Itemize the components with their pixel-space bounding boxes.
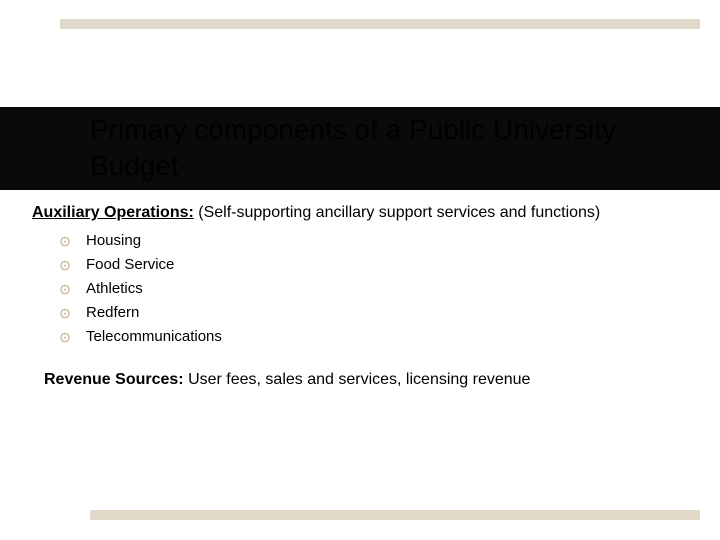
list-item: ⊙ Food Service <box>32 256 688 273</box>
revenue-label: Revenue Sources: <box>44 371 188 388</box>
top-accent-bar <box>60 19 700 29</box>
section-description: (Self-supporting ancillary support servi… <box>194 204 600 221</box>
bullet-icon: ⊙ <box>58 234 72 248</box>
list-item: ⊙ Telecommunications <box>32 328 688 345</box>
bullet-icon: ⊙ <box>58 306 72 320</box>
section-label: Auxiliary Operations: <box>32 204 194 221</box>
bullet-icon: ⊙ <box>58 258 72 272</box>
list-item: ⊙ Redfern <box>32 304 688 321</box>
bullet-text: Food Service <box>86 256 174 273</box>
revenue-line: Revenue Sources: User fees, sales and se… <box>32 371 688 389</box>
list-item: ⊙ Housing <box>32 232 688 249</box>
bullet-text: Telecommunications <box>86 328 222 345</box>
bullet-icon: ⊙ <box>58 282 72 296</box>
slide-body: Auxiliary Operations: (Self-supporting a… <box>32 204 688 389</box>
bullet-list: ⊙ Housing ⊙ Food Service ⊙ Athletics ⊙ R… <box>32 232 688 345</box>
bullet-text: Redfern <box>86 304 139 321</box>
bottom-accent-bar <box>90 510 700 520</box>
bullet-text: Athletics <box>86 280 143 297</box>
list-item: ⊙ Athletics <box>32 280 688 297</box>
bullet-icon: ⊙ <box>58 330 72 344</box>
revenue-text: User fees, sales and services, licensing… <box>188 371 530 388</box>
section-heading: Auxiliary Operations: (Self-supporting a… <box>32 204 688 222</box>
slide-title: Primary components of a Public Universit… <box>90 112 680 185</box>
bullet-text: Housing <box>86 232 141 249</box>
